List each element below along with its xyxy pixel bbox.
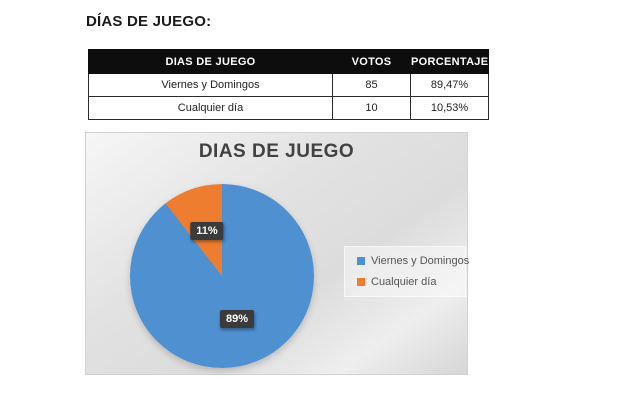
- pie-data-label-cualquier-dia: 11%: [190, 222, 224, 240]
- table-header-porcentaje: PORCENTAJE: [410, 49, 489, 74]
- cell-porcentaje: 89,47%: [410, 73, 489, 97]
- cell-label: Cualquier día: [88, 96, 333, 120]
- legend-label: Cualquier día: [371, 276, 437, 288]
- legend-swatch-blue-icon: [357, 257, 365, 265]
- chart-title: DIAS DE JUEGO: [198, 141, 355, 162]
- pie-data-label-viernes-domingos: 89%: [219, 310, 255, 328]
- pie-graphic: [130, 184, 314, 368]
- votes-table: DIAS DE JUEGO VOTOS PORCENTAJE Viernes y…: [88, 49, 489, 120]
- table-header-votos: VOTOS: [332, 49, 411, 74]
- cell-votos: 85: [332, 73, 411, 97]
- pie-chart-panel: DIAS DE JUEGO 11% 89% Viernes y Domingos…: [85, 132, 469, 375]
- legend-label: Viernes y Domingos: [371, 255, 470, 267]
- legend-swatch-orange-icon: [357, 278, 365, 286]
- legend-item-viernes-domingos: Viernes y Domingos: [357, 255, 469, 267]
- chart-legend: Viernes y Domingos Cualquier día: [344, 246, 469, 297]
- page-title: DÍAS DE JUEGO:: [86, 13, 212, 30]
- cell-label: Viernes y Domingos: [88, 73, 333, 97]
- legend-item-cualquier-dia: Cualquier día: [357, 276, 459, 288]
- cell-votos: 10: [332, 96, 411, 120]
- cell-porcentaje: 10,53%: [410, 96, 489, 120]
- table-header-row: DIAS DE JUEGO VOTOS PORCENTAJE: [88, 49, 489, 74]
- table-header-dias: DIAS DE JUEGO: [88, 49, 333, 74]
- table-row: Cualquier día 10 10,53%: [88, 96, 489, 120]
- table-row: Viernes y Domingos 85 89,47%: [88, 73, 489, 97]
